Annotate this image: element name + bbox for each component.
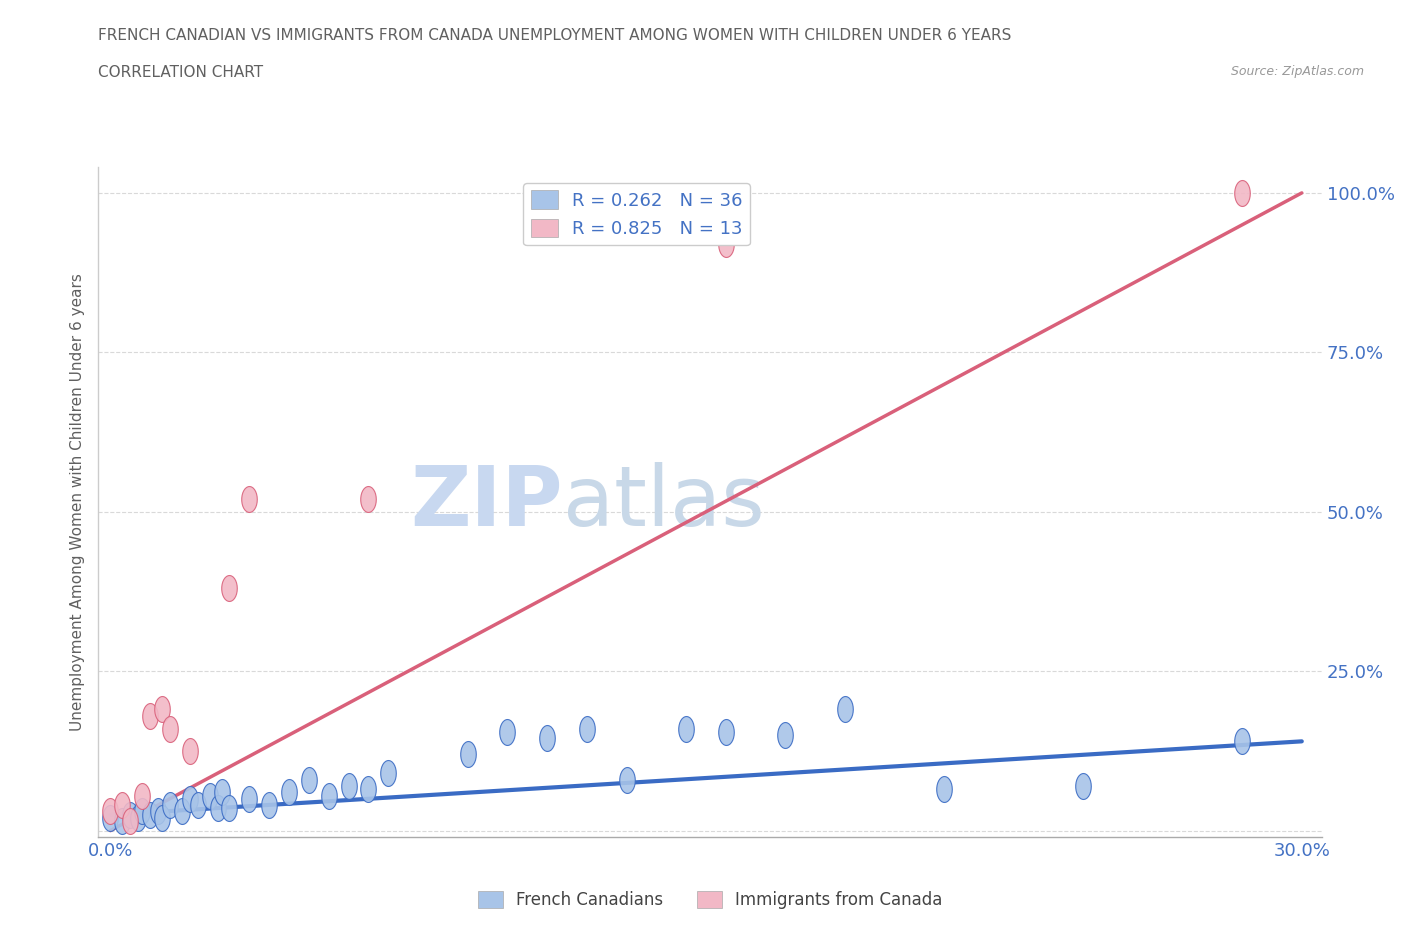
Point bbox=[1232, 185, 1254, 200]
Point bbox=[238, 791, 260, 806]
Point bbox=[218, 801, 240, 816]
Point bbox=[159, 798, 181, 813]
Point bbox=[98, 810, 121, 825]
Point bbox=[1073, 778, 1095, 793]
Point bbox=[337, 778, 360, 793]
Point bbox=[170, 804, 193, 819]
Text: atlas: atlas bbox=[564, 461, 765, 543]
Point bbox=[211, 785, 233, 800]
Point bbox=[150, 810, 173, 825]
Y-axis label: Unemployment Among Women with Children Under 6 years: Unemployment Among Women with Children U… bbox=[69, 273, 84, 731]
Point bbox=[496, 724, 519, 739]
Point bbox=[187, 798, 209, 813]
Point bbox=[257, 798, 280, 813]
Point bbox=[318, 788, 340, 803]
Point bbox=[377, 765, 399, 780]
Point bbox=[139, 709, 162, 724]
Point bbox=[120, 814, 142, 829]
Point bbox=[139, 807, 162, 822]
Point bbox=[714, 236, 737, 251]
Point bbox=[357, 782, 380, 797]
Point bbox=[834, 702, 856, 717]
Point bbox=[575, 721, 598, 736]
Point bbox=[179, 791, 201, 806]
Point bbox=[616, 772, 638, 787]
Point bbox=[934, 782, 956, 797]
Text: Source: ZipAtlas.com: Source: ZipAtlas.com bbox=[1230, 65, 1364, 78]
Text: ZIP: ZIP bbox=[411, 461, 564, 543]
Point bbox=[207, 801, 229, 816]
Point bbox=[150, 702, 173, 717]
Point bbox=[179, 743, 201, 758]
Point bbox=[457, 747, 479, 762]
Point bbox=[146, 804, 169, 819]
Point bbox=[775, 727, 797, 742]
Point bbox=[278, 785, 301, 800]
Point bbox=[218, 581, 240, 596]
Point bbox=[1232, 734, 1254, 749]
Point bbox=[675, 721, 697, 736]
Point bbox=[120, 807, 142, 822]
Point bbox=[111, 814, 134, 829]
Point bbox=[131, 788, 153, 803]
Point bbox=[357, 492, 380, 507]
Point bbox=[198, 788, 221, 803]
Text: CORRELATION CHART: CORRELATION CHART bbox=[98, 65, 263, 80]
Point bbox=[536, 731, 558, 746]
Point bbox=[98, 804, 121, 819]
Point bbox=[111, 798, 134, 813]
Point bbox=[714, 724, 737, 739]
Point bbox=[159, 721, 181, 736]
Point bbox=[127, 810, 149, 825]
Point bbox=[131, 804, 153, 819]
Text: FRENCH CANADIAN VS IMMIGRANTS FROM CANADA UNEMPLOYMENT AMONG WOMEN WITH CHILDREN: FRENCH CANADIAN VS IMMIGRANTS FROM CANAD… bbox=[98, 28, 1012, 43]
Point bbox=[298, 772, 321, 787]
Point bbox=[238, 492, 260, 507]
Legend: French Canadians, Immigrants from Canada: French Canadians, Immigrants from Canada bbox=[471, 884, 949, 916]
